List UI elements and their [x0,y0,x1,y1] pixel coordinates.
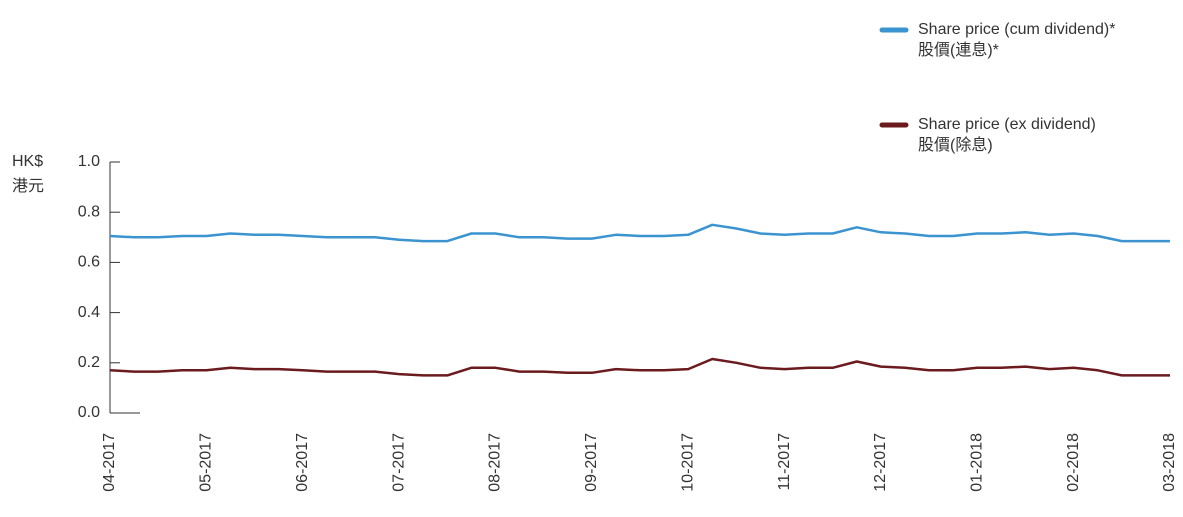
x-tick-label: 11-2017 [776,433,793,491]
x-tick-label: 04-2017 [101,433,118,492]
x-tick-label: 08-2017 [487,433,504,492]
x-tick-label: 01-2018 [968,433,985,492]
legend-label: Share price (ex dividend) [918,116,1096,133]
line-series [109,357,1170,377]
y-tick-label: 0.0 [78,404,100,421]
legend-label-zh: 股價(連息)* [918,41,999,59]
x-tick-label: 09-2017 [583,433,600,492]
x-tick-label: 07-2017 [390,433,407,492]
y-axis-label-zh: 港元 [12,177,44,195]
x-tick-label: 12-2017 [872,433,889,492]
x-tick-label: 06-2017 [294,433,311,492]
y-tick-label: 0.4 [78,304,100,321]
x-tick-label: 03-2018 [1161,433,1178,492]
y-tick-label: 0.2 [78,354,100,371]
legend-label: Share price (cum dividend)* [918,21,1115,38]
x-tick-label: 02-2018 [1065,433,1082,492]
y-tick-label: 0.8 [78,203,100,220]
x-tick-label: 10-2017 [679,433,696,492]
y-tick-label: 0.6 [78,254,100,271]
y-axis-label: HK$ [12,153,43,170]
y-tick-label: 1.0 [78,153,100,170]
legend-label-zh: 股價(除息) [918,136,993,154]
line-series [109,223,1170,243]
x-tick-label: 05-2017 [198,433,215,492]
